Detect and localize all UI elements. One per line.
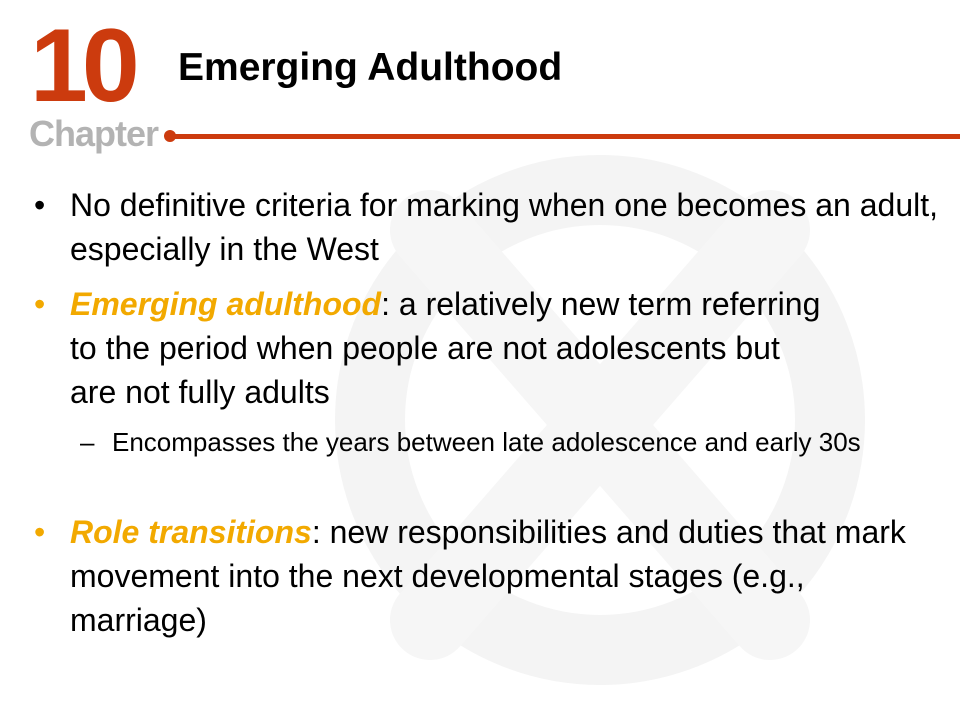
bullet-marker: • <box>34 514 46 550</box>
sub-bullet-item-years: Encompasses the years between late adole… <box>112 423 912 461</box>
title-rule-line <box>170 134 960 139</box>
watermark-logo-icon <box>335 155 865 685</box>
sub-bullet-marker: – <box>80 427 95 457</box>
bullet-item-emerging-adulthood: Emerging adulthood: a relatively new ter… <box>70 282 830 414</box>
bullet-marker: • <box>34 286 46 322</box>
slide-title: Emerging Adulthood <box>178 46 563 89</box>
chapter-number: 10 <box>30 8 140 124</box>
term-emerging-adulthood: Emerging adulthood <box>70 286 382 322</box>
bullet-item-criteria: No definitive criteria for marking when … <box>70 183 950 271</box>
chapter-label: Chapter <box>29 113 159 154</box>
bullet-item-role-transitions: Role transitions: new responsibilities a… <box>70 510 920 642</box>
sub-bullet-text: Encompasses the years between late adole… <box>112 427 861 457</box>
bullet-text: No definitive criteria for marking when … <box>70 187 938 267</box>
bullet-marker: • <box>34 187 46 223</box>
bullet-text: : new responsibilities and duties that m… <box>70 514 906 638</box>
bullet-text: : a relatively new term referring to the… <box>70 286 821 410</box>
term-role-transitions: Role transitions <box>70 514 312 550</box>
